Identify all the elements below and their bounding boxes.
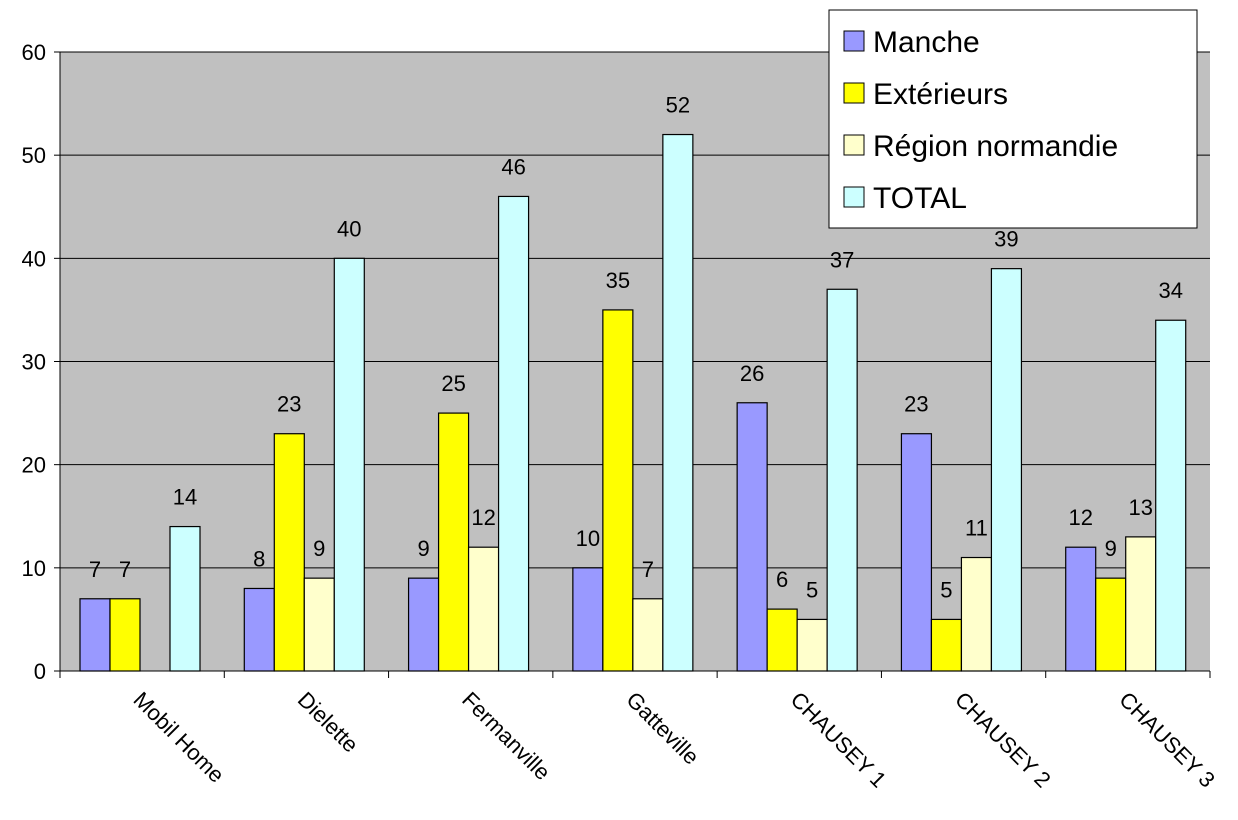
bar [766,608,798,672]
x-tick-label: CHAUSEY 2 [950,687,1056,793]
data-label: 5 [806,577,818,602]
x-tick-label: Dielette [293,687,363,757]
x-axis: Mobil Home Dielette Fermanville Gatteville C… [59,670,1220,793]
data-label: 6 [776,567,788,592]
y-axis: 0 10 20 30 40 50 60 [22,40,61,684]
y-tick-label: 60 [22,40,46,65]
x-tick-label: CHAUSEY 1 [786,687,892,793]
data-label: 9 [313,536,325,561]
bar [333,257,365,672]
data-label: 7 [89,557,101,582]
data-label: 14 [173,485,197,510]
bar [303,577,335,672]
data-label: 25 [441,371,465,396]
x-tick-label: Mobil Home [129,687,230,788]
data-label: 10 [576,526,600,551]
legend-label: Région normandie [873,130,1118,163]
bar [796,618,828,672]
bar [1065,546,1097,672]
x-tick-label: Gatteville [621,687,704,770]
bar [1095,577,1127,672]
bar [1125,536,1157,672]
bar [437,412,470,672]
y-tick-label: 50 [22,143,46,168]
legend-label: Extérieurs [873,78,1008,111]
bar [662,133,694,672]
bar [632,598,664,672]
bars [79,133,1187,672]
data-label: 34 [1158,278,1182,303]
y-tick-label: 40 [22,246,46,271]
y-tick-label: 20 [22,453,46,478]
bar [960,556,993,672]
legend: Manche Extérieurs Région normandie TOTAL [828,9,1198,229]
bar [273,433,305,672]
y-tick-label: 30 [22,350,46,375]
bar [602,309,634,672]
data-label: 7 [642,557,654,582]
bar [497,195,530,672]
bar [736,402,768,672]
bar [900,433,933,672]
x-tick-label: Fermanville [457,687,555,785]
data-label: 26 [740,361,764,386]
data-label: 9 [417,536,429,561]
data-label: 9 [1105,536,1117,561]
bar [990,268,1023,672]
bar [243,587,275,672]
bar [930,618,963,672]
bar [407,577,440,672]
data-label: 23 [277,392,301,417]
legend-swatch [843,186,865,208]
x-tick-label: CHAUSEY 3 [1114,687,1220,793]
data-label: 7 [119,557,131,582]
legend-swatch [843,82,865,104]
data-label: 12 [1068,505,1092,530]
legend-label: TOTAL [873,182,967,215]
data-label: 37 [830,247,854,272]
bar [826,288,858,672]
legend-swatch [843,134,865,156]
data-label: 12 [471,505,495,530]
bar [1155,319,1187,672]
bar [79,598,111,672]
data-label: 35 [606,268,630,293]
data-label: 23 [904,392,928,417]
bar [572,567,604,672]
data-label: 11 [965,516,988,541]
data-label: 52 [666,93,690,118]
y-tick-label: 0 [34,659,46,684]
data-label: 8 [253,546,265,571]
data-label: 40 [337,216,361,241]
bar [169,525,201,672]
legend-box [828,9,1198,229]
data-label: 13 [1128,495,1152,520]
y-tick-label: 10 [22,556,46,581]
data-label: 39 [994,227,1018,252]
bar [109,598,141,672]
data-label: 5 [940,577,952,602]
legend-label: Manche [873,26,980,59]
bar [467,546,500,672]
legend-swatch [843,30,865,52]
data-label: 46 [501,154,525,179]
